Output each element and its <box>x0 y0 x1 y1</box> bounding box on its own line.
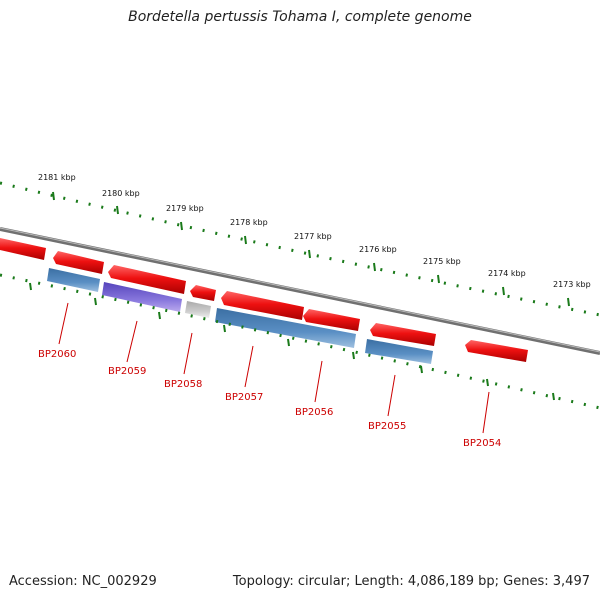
scale-inner-ticks <box>29 282 555 401</box>
leader-BP2055 <box>387 374 396 417</box>
gene-reverse-BP2060[interactable] <box>47 268 100 292</box>
inner-tick <box>287 338 290 347</box>
scale-label: 2178 kbp <box>230 218 268 227</box>
scale-label: 2180 kbp <box>102 189 140 198</box>
forward-strand-genes <box>0 238 528 362</box>
major-tick <box>502 286 505 296</box>
inner-tick <box>158 311 161 320</box>
gene-forward-e[interactable] <box>370 323 436 346</box>
gene-label-BP2057[interactable]: BP2057 <box>225 392 263 403</box>
leader-BP2059 <box>126 320 138 363</box>
leader-BP2060 <box>58 302 69 345</box>
gene-label-BP2055[interactable]: BP2055 <box>368 421 406 432</box>
gene-leaders <box>58 302 490 434</box>
gene-forward-c[interactable] <box>221 291 304 320</box>
scale-labels: 2181 kbp 2180 kbp 2179 kbp 2178 kbp 2177… <box>38 173 591 289</box>
inner-tick <box>29 282 32 291</box>
scale-label: 2179 kbp <box>166 204 204 213</box>
gene-forward-BP2059-region[interactable] <box>53 251 104 274</box>
gene-reverse-BP2059[interactable] <box>102 282 182 312</box>
scale-label: 2175 kbp <box>423 257 461 266</box>
map-title: Bordetella pertussis Tohama I, complete … <box>128 9 472 25</box>
gene-label-BP2060[interactable]: BP2060 <box>38 349 76 360</box>
genome-summary-text: Topology: circular; Length: 4,086,189 bp… <box>232 574 590 589</box>
leader-BP2058 <box>183 332 193 375</box>
scale-ring-inner <box>0 273 600 410</box>
gene-label-BP2059[interactable]: BP2059 <box>108 366 146 377</box>
gene-forward-b[interactable] <box>190 285 216 301</box>
inner-tick <box>486 378 489 387</box>
inner-tick <box>552 392 555 401</box>
gene-forward-BP2060[interactable] <box>0 238 46 260</box>
scale-label: 2181 kbp <box>38 173 76 182</box>
gene-labels: BP2060 BP2059 BP2058 BP2057 BP2056 BP205… <box>38 349 501 449</box>
major-tick <box>52 191 55 201</box>
gene-label-BP2054[interactable]: BP2054 <box>463 438 501 449</box>
scale-label: 2173 kbp <box>553 280 591 289</box>
gene-forward-f[interactable] <box>465 340 528 362</box>
scale-label: 2177 kbp <box>294 232 332 241</box>
gene-forward-d[interactable] <box>303 309 360 331</box>
leader-BP2054 <box>482 391 490 434</box>
major-tick <box>244 235 247 245</box>
inner-tick <box>223 324 226 333</box>
gene-forward-a[interactable] <box>108 265 186 294</box>
gene-label-BP2058[interactable]: BP2058 <box>164 379 202 390</box>
major-tick <box>373 262 376 272</box>
inner-tick <box>420 365 423 374</box>
accession-text: Accession: NC_002929 <box>9 574 157 589</box>
scale-label: 2174 kbp <box>488 269 526 278</box>
scale-label: 2176 kbp <box>359 245 397 254</box>
reverse-strand-genes <box>47 268 433 364</box>
major-tick <box>180 221 183 231</box>
gene-reverse-BP2058[interactable] <box>185 301 211 318</box>
inner-tick <box>94 297 97 306</box>
gene-label-BP2056[interactable]: BP2056 <box>295 407 333 418</box>
major-tick <box>116 205 119 215</box>
gene-reverse-BP2055[interactable] <box>365 339 433 364</box>
major-tick <box>308 249 311 259</box>
major-tick <box>437 274 440 284</box>
gene-reverse-BP2057[interactable] <box>215 308 356 348</box>
major-tick <box>567 297 570 307</box>
inner-tick <box>352 351 355 360</box>
leader-BP2056 <box>314 360 323 403</box>
scale-major-ticks <box>52 191 570 307</box>
leader-BP2057 <box>244 345 254 388</box>
